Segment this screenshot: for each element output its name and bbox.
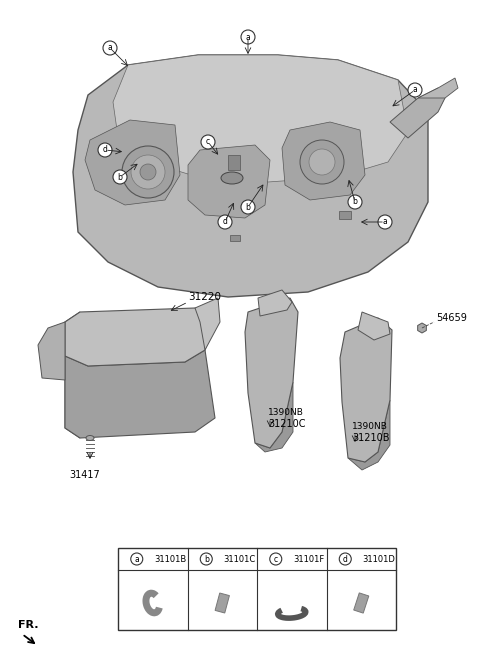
Text: a: a (134, 555, 139, 564)
Polygon shape (348, 400, 390, 470)
Circle shape (309, 149, 335, 175)
Text: c: c (206, 137, 210, 147)
Bar (230, 235, 240, 241)
Polygon shape (85, 120, 180, 205)
Polygon shape (65, 308, 215, 366)
Text: 54659: 54659 (436, 313, 467, 323)
Circle shape (131, 553, 143, 565)
Text: a: a (246, 32, 251, 41)
Text: b: b (353, 198, 358, 206)
Text: 31101D: 31101D (363, 555, 396, 564)
Ellipse shape (221, 172, 243, 184)
Polygon shape (113, 55, 408, 182)
Text: a: a (383, 217, 387, 227)
Polygon shape (188, 145, 270, 218)
Text: a: a (108, 43, 112, 53)
Text: 1390NB: 1390NB (352, 422, 388, 431)
Text: 31220: 31220 (188, 292, 221, 302)
Circle shape (241, 30, 255, 44)
Polygon shape (255, 382, 293, 452)
Circle shape (270, 553, 282, 565)
Text: 1390NB: 1390NB (268, 408, 304, 417)
Polygon shape (358, 312, 390, 340)
Circle shape (201, 135, 215, 149)
Polygon shape (215, 593, 229, 613)
Text: d: d (223, 217, 228, 227)
Text: b: b (118, 173, 122, 181)
Text: a: a (413, 85, 418, 95)
Circle shape (200, 553, 212, 565)
Circle shape (103, 41, 117, 55)
Circle shape (98, 143, 112, 157)
Polygon shape (245, 298, 298, 448)
Circle shape (122, 146, 174, 198)
Polygon shape (65, 312, 80, 438)
Polygon shape (282, 122, 365, 200)
Circle shape (378, 215, 392, 229)
Polygon shape (195, 298, 220, 350)
Polygon shape (73, 55, 428, 297)
Text: b: b (246, 202, 251, 212)
Polygon shape (418, 78, 458, 98)
Text: d: d (103, 145, 108, 154)
Circle shape (348, 195, 362, 209)
Text: b: b (204, 555, 209, 564)
Text: 31101F: 31101F (293, 555, 324, 564)
Text: d: d (343, 555, 348, 564)
Circle shape (300, 140, 344, 184)
Ellipse shape (86, 436, 94, 440)
Text: 31210B: 31210B (352, 433, 389, 443)
Circle shape (408, 83, 422, 97)
Polygon shape (38, 322, 65, 380)
Polygon shape (390, 88, 445, 138)
Text: 31417: 31417 (70, 470, 100, 480)
Text: 31101B: 31101B (154, 555, 186, 564)
Circle shape (218, 215, 232, 229)
Polygon shape (228, 155, 240, 170)
Text: FR.: FR. (18, 620, 38, 630)
Bar (339, 211, 351, 219)
Bar (118, 548, 396, 630)
Circle shape (131, 155, 165, 189)
Circle shape (113, 170, 127, 184)
Text: c: c (274, 555, 278, 564)
Text: 31210C: 31210C (268, 419, 305, 429)
Circle shape (140, 164, 156, 180)
Polygon shape (258, 290, 292, 316)
Polygon shape (340, 318, 392, 462)
Polygon shape (65, 350, 215, 438)
Circle shape (339, 553, 351, 565)
Circle shape (241, 200, 255, 214)
Polygon shape (354, 593, 369, 613)
Text: 31101C: 31101C (224, 555, 256, 564)
